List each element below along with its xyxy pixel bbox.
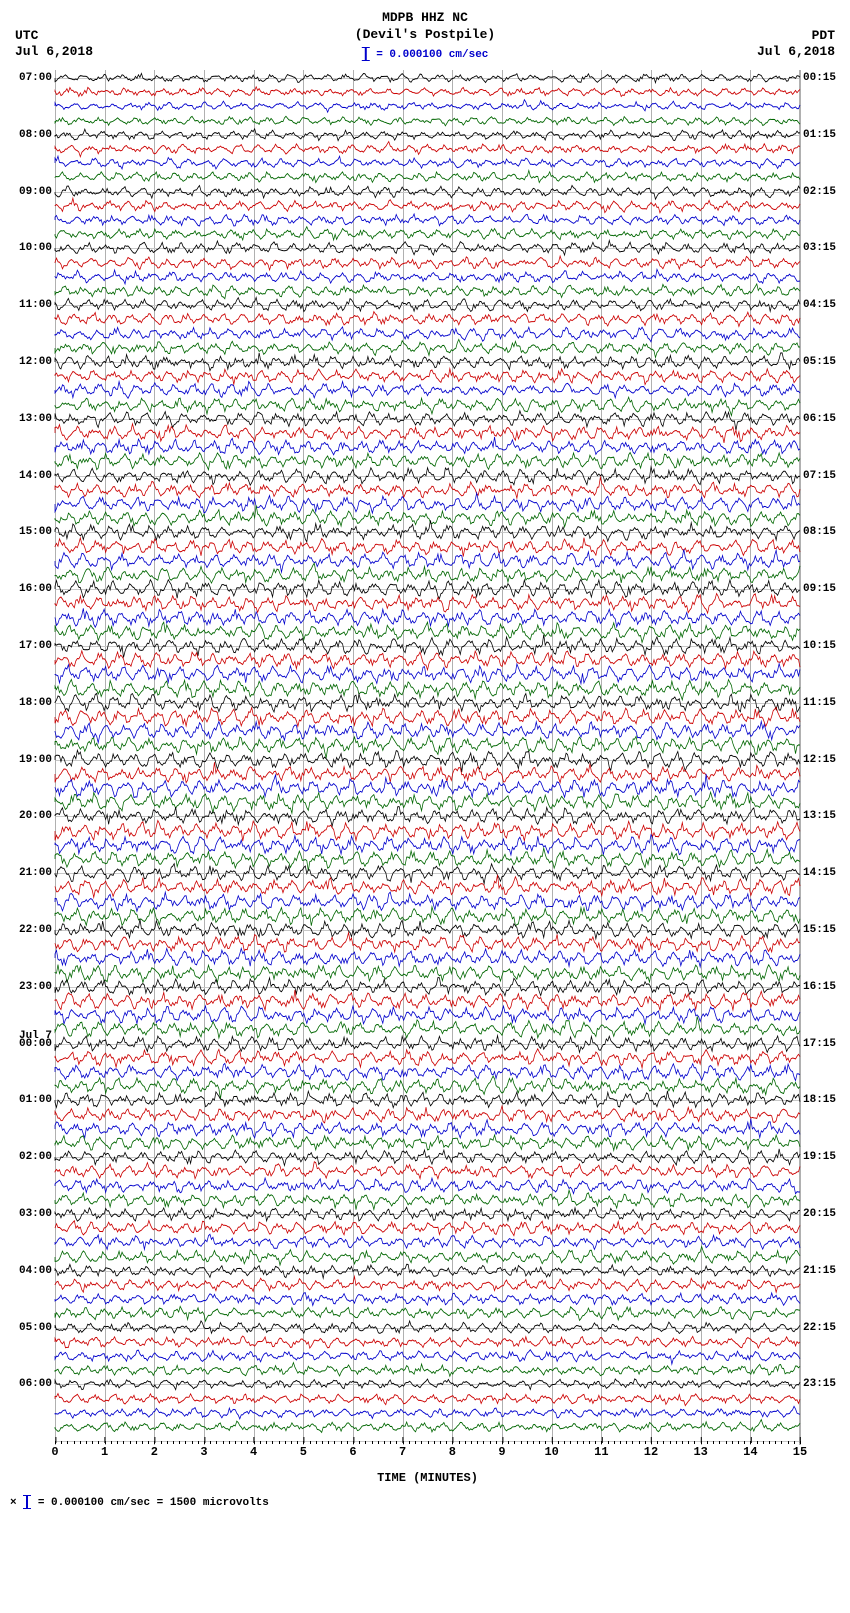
chart-footer: × = 0.000100 cm/sec = 1500 microvolts: [10, 1495, 840, 1509]
x-tick: 2: [151, 1445, 158, 1459]
local-time-label: 22:15: [803, 1322, 836, 1334]
utc-time-label: 03:00: [19, 1208, 52, 1220]
local-time-label: 20:15: [803, 1208, 836, 1220]
local-time-label: 02:15: [803, 186, 836, 198]
local-time-label: 17:15: [803, 1038, 836, 1050]
local-time-label: 13:15: [803, 810, 836, 822]
local-time-label: 08:15: [803, 526, 836, 538]
right-timezone: PDT: [757, 28, 835, 44]
utc-time-label: 19:00: [19, 754, 52, 766]
utc-time-label: 01:00: [19, 1094, 52, 1106]
local-time-label: 16:15: [803, 981, 836, 993]
day-break-label: Jul 7: [19, 1030, 52, 1042]
utc-time-label: 05:00: [19, 1322, 52, 1334]
utc-time-label: 12:00: [19, 356, 52, 368]
local-time-label: 11:15: [803, 697, 836, 709]
local-time-label: 15:15: [803, 924, 836, 936]
header-right: PDT Jul 6,2018: [757, 28, 835, 59]
local-time-label: 10:15: [803, 640, 836, 652]
local-time-label: 21:15: [803, 1265, 836, 1277]
utc-time-label: 21:00: [19, 867, 52, 879]
x-tick: 13: [693, 1445, 707, 1459]
header-left: UTC Jul 6,2018: [15, 28, 93, 59]
utc-time-label: 23:00: [19, 981, 52, 993]
local-time-label: 18:15: [803, 1094, 836, 1106]
footer-prefix: ×: [10, 1497, 17, 1509]
utc-time-label: 06:00: [19, 1378, 52, 1390]
utc-time-label: 02:00: [19, 1151, 52, 1163]
x-tick: 6: [349, 1445, 356, 1459]
utc-time-label: 14:00: [19, 470, 52, 482]
utc-time-label: 18:00: [19, 697, 52, 709]
utc-time-label: 07:00: [19, 72, 52, 84]
x-tick: 12: [644, 1445, 658, 1459]
x-tick: 14: [743, 1445, 757, 1459]
scale-bar-icon: [365, 47, 367, 61]
scale-text: = 0.000100 cm/sec: [376, 49, 488, 61]
traces: [55, 70, 800, 1445]
x-tick: 10: [544, 1445, 558, 1459]
x-tick: 7: [399, 1445, 406, 1459]
helicorder-plot: 07:0008:0009:0010:0011:0012:0013:0014:00…: [55, 70, 800, 1445]
scale-bar-icon: [26, 1495, 28, 1509]
local-time-label: 04:15: [803, 299, 836, 311]
x-tick: 1: [101, 1445, 108, 1459]
station-name: (Devil's Postpile): [355, 27, 495, 44]
utc-time-label: 13:00: [19, 413, 52, 425]
local-time-label: 12:15: [803, 754, 836, 766]
x-tick: 4: [250, 1445, 257, 1459]
chart-header: UTC Jul 6,2018 MDPB HHZ NC (Devil's Post…: [10, 10, 840, 70]
x-tick: 9: [498, 1445, 505, 1459]
x-tick: 3: [200, 1445, 207, 1459]
x-tick: 0: [51, 1445, 58, 1459]
scale-marker: = 0.000100 cm/sec: [355, 47, 495, 62]
utc-time-label: 09:00: [19, 186, 52, 198]
x-tick: 15: [793, 1445, 807, 1459]
x-axis-label: TIME (MINUTES): [377, 1471, 478, 1485]
local-time-label: 06:15: [803, 413, 836, 425]
local-time-label: 01:15: [803, 129, 836, 141]
local-time-label: 09:15: [803, 583, 836, 595]
x-tick: 5: [300, 1445, 307, 1459]
utc-time-label: 08:00: [19, 129, 52, 141]
local-time-label: 05:15: [803, 356, 836, 368]
utc-time-label: 16:00: [19, 583, 52, 595]
utc-time-label: 20:00: [19, 810, 52, 822]
x-tick: 8: [449, 1445, 456, 1459]
local-time-label: 23:15: [803, 1378, 836, 1390]
x-axis: TIME (MINUTES) 0123456789101112131415: [55, 1445, 800, 1485]
local-time-label: 19:15: [803, 1151, 836, 1163]
local-time-label: 07:15: [803, 470, 836, 482]
footer-text: = 0.000100 cm/sec = 1500 microvolts: [38, 1497, 269, 1509]
utc-time-label: 15:00: [19, 526, 52, 538]
station-code: MDPB HHZ NC: [355, 10, 495, 27]
right-date: Jul 6,2018: [757, 44, 835, 60]
utc-time-label: 11:00: [19, 299, 52, 311]
utc-time-label: 04:00: [19, 1265, 52, 1277]
header-center: MDPB HHZ NC (Devil's Postpile) = 0.00010…: [355, 10, 495, 62]
utc-time-label: 10:00: [19, 242, 52, 254]
utc-time-label: 22:00: [19, 924, 52, 936]
left-date: Jul 6,2018: [15, 44, 93, 60]
x-tick: 11: [594, 1445, 608, 1459]
local-time-label: 03:15: [803, 242, 836, 254]
local-time-label: 14:15: [803, 867, 836, 879]
left-timezone: UTC: [15, 28, 93, 44]
seismogram-trace: [55, 1417, 800, 1437]
utc-time-label: 17:00: [19, 640, 52, 652]
local-time-label: 00:15: [803, 72, 836, 84]
